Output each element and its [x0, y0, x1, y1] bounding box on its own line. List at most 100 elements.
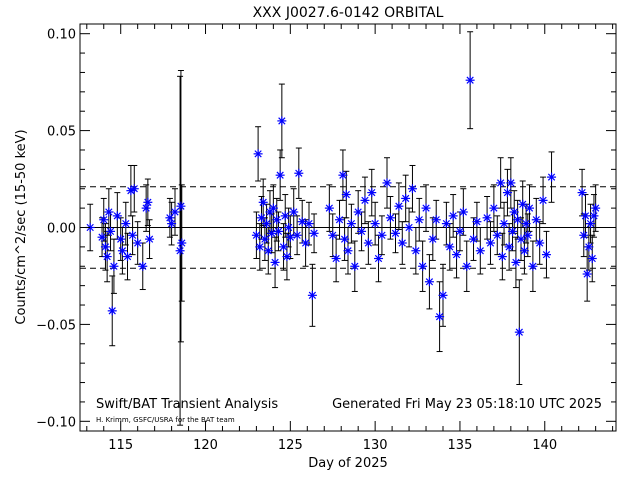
- data-point-marker: [99, 215, 109, 225]
- x-tick-label: 115: [108, 438, 133, 453]
- data-point-marker: [531, 215, 541, 225]
- data-point-marker: [309, 228, 319, 238]
- footer-left-text: Swift/BAT Transient Analysis: [96, 397, 278, 412]
- data-point-marker: [435, 312, 445, 322]
- data-point-marker: [482, 213, 492, 223]
- data-point-marker: [270, 257, 280, 267]
- y-tick-label: 0.00: [47, 222, 76, 237]
- data-point-marker: [324, 203, 334, 213]
- data-point-marker: [167, 219, 177, 229]
- data-point-marker: [462, 261, 472, 271]
- data-point-marker: [294, 168, 304, 178]
- data-point-marker: [502, 188, 512, 198]
- data-point-marker: [109, 261, 119, 271]
- data-point-marker: [267, 228, 277, 238]
- data-point-marker: [350, 261, 360, 271]
- footer-credit-text: H. Krimm, GSFC/USRA for the BAT team: [96, 416, 235, 424]
- data-point-marker: [580, 211, 590, 221]
- data-point-marker: [591, 203, 601, 213]
- y-tick-label: −0.10: [36, 415, 76, 430]
- data-point-marker: [418, 261, 428, 271]
- data-point-marker: [513, 215, 523, 225]
- data-point-marker: [275, 170, 285, 180]
- footer-right-text: Generated Fri May 23 05:18:10 UTC 2025: [332, 397, 602, 412]
- data-point-marker: [489, 203, 499, 213]
- data-point-marker: [584, 242, 594, 252]
- data-point-marker: [511, 257, 521, 267]
- x-tick-label: 140: [532, 438, 557, 453]
- data-point-marker: [346, 219, 356, 229]
- data-point-marker: [587, 254, 597, 264]
- data-point-marker: [280, 211, 290, 221]
- data-point-marker: [377, 230, 387, 240]
- x-tick-label: 120: [193, 438, 218, 453]
- data-point-marker: [255, 242, 265, 252]
- data-point-marker: [411, 246, 421, 256]
- data-point-marker: [452, 250, 462, 260]
- data-point-marker: [535, 238, 545, 248]
- data-point-marker: [301, 238, 311, 248]
- data-point-marker: [401, 193, 411, 203]
- data-point-marker: [360, 195, 370, 205]
- data-point-marker: [117, 246, 127, 256]
- data-point-marker: [263, 246, 273, 256]
- data-point-marker: [331, 254, 341, 264]
- x-axis-label: Day of 2025: [308, 456, 388, 471]
- data-point-marker: [100, 242, 110, 252]
- data-point-marker: [508, 226, 518, 236]
- x-tick-label: 125: [278, 438, 303, 453]
- data-point-marker: [465, 75, 475, 85]
- data-point-marker: [538, 195, 548, 205]
- y-tick-label: 0.10: [47, 28, 76, 43]
- x-tick-label: 135: [448, 438, 473, 453]
- data-point-marker: [586, 219, 596, 229]
- data-point-marker: [304, 219, 314, 229]
- data-point-marker: [509, 207, 519, 217]
- data-point-marker: [285, 232, 295, 242]
- data-point-marker: [272, 215, 282, 225]
- data-point-marker: [506, 178, 516, 188]
- data-point-marker: [292, 230, 302, 240]
- data-point-marker: [390, 228, 400, 238]
- data-point-marker: [577, 188, 587, 198]
- data-point-marker: [121, 219, 131, 229]
- data-point-marker: [528, 261, 538, 271]
- data-point-marker: [582, 269, 592, 279]
- data-point-marker: [374, 254, 384, 264]
- data-point-marker: [363, 238, 373, 248]
- data-point-marker: [177, 238, 187, 248]
- data-point-marker: [469, 234, 479, 244]
- data-point-marker: [102, 252, 112, 262]
- data-point-marker: [129, 184, 139, 194]
- data-point-marker: [541, 250, 551, 260]
- data-point-marker: [421, 203, 431, 213]
- data-point-marker: [353, 207, 363, 217]
- data-point-marker: [175, 246, 185, 256]
- data-point-marker: [441, 219, 451, 229]
- data-point-marker: [107, 306, 117, 316]
- data-point-marker: [128, 230, 138, 240]
- data-point-marker: [104, 207, 114, 217]
- data-point-marker: [514, 327, 524, 337]
- data-point-marker: [424, 277, 434, 287]
- data-point-marker: [370, 219, 380, 229]
- data-point-marker: [448, 211, 458, 221]
- data-point-marker: [297, 217, 307, 227]
- data-point-marker: [385, 213, 395, 223]
- data-point-marker: [106, 226, 116, 236]
- y-axis-ticks: −0.10 −0.05 0.00 0.05 0.10: [36, 28, 616, 430]
- data-point-marker: [521, 219, 531, 229]
- data-point-marker: [170, 207, 180, 217]
- data-point-marker: [328, 230, 338, 240]
- data-point-marker: [445, 242, 455, 252]
- data-point-marker: [282, 252, 292, 262]
- data-point-marker: [122, 252, 132, 262]
- chart-title: XXX J0027.6-0142 ORBITAL: [253, 5, 444, 21]
- data-point-marker: [428, 234, 438, 244]
- y-tick-label: −0.05: [36, 318, 76, 333]
- data-point-marker: [253, 149, 263, 159]
- data-point-marker: [141, 203, 151, 213]
- data-point-marker: [145, 234, 155, 244]
- data-point-marker: [407, 184, 417, 194]
- data-point-marker: [504, 242, 514, 252]
